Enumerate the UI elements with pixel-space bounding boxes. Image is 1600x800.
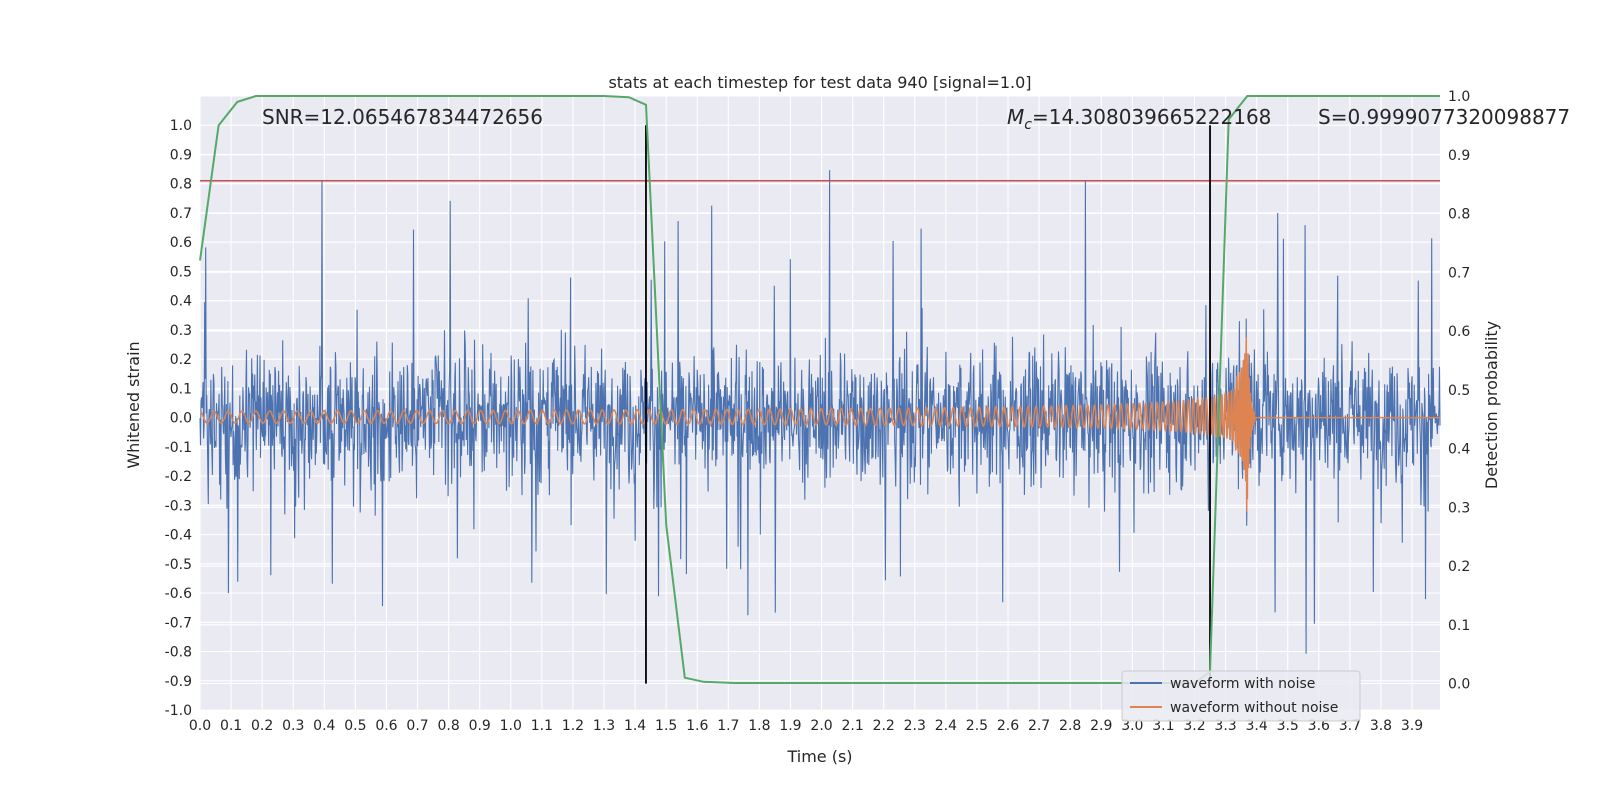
y-tick-label: -0.9 (165, 674, 192, 690)
x-tick-label: 2.6 (997, 718, 1019, 734)
y2-tick-label: 0.1 (1448, 618, 1470, 634)
y-tick-label: -0.4 (165, 528, 192, 544)
y2-tick-label: 0.5 (1448, 383, 1470, 399)
x-tick-label: 0.7 (406, 718, 428, 734)
y-tick-label: 0.3 (170, 323, 192, 339)
x-tick-label: 0.2 (251, 718, 273, 734)
x-tick-label: 0.4 (313, 718, 335, 734)
waveform-with-noise-line (199, 170, 1441, 654)
x-tick-label: 2.1 (841, 718, 863, 734)
y-tick-label: -0.7 (165, 615, 192, 631)
waveform-without-noise-line (199, 336, 1440, 512)
y-tick-label: -1.0 (165, 703, 192, 719)
legend-frame (1121, 670, 1361, 722)
y-tick-label: 0.4 (170, 294, 192, 310)
x-axis-ticks: 0.0 0.1 0.2 0.3 0.4 0.5 0.6 0.7 0.8 0.9 1.0 1.1 1.2 1… (189, 718, 1423, 734)
y-tick-label: -0.3 (165, 498, 192, 514)
x-tick-label: 3.3 (1214, 718, 1236, 734)
y-tick-label: 0.0 (170, 411, 192, 427)
x-tick-label: 3.1 (1152, 718, 1174, 734)
y-tick-label: 0.1 (170, 381, 192, 397)
x-tick-label: 3.2 (1183, 718, 1205, 734)
significance-annotation: S=0.9999077320098877 (1318, 105, 1570, 129)
x-tick-label: 0.6 (375, 718, 397, 734)
x-tick-label: 3.4 (1246, 718, 1268, 734)
y-tick-label: 0.5 (170, 264, 192, 280)
x-tick-label: 2.9 (1090, 718, 1112, 734)
x-tick-label: 0.5 (344, 718, 366, 734)
x-tick-label: 2.7 (1028, 718, 1050, 734)
x-tick-label: 1.0 (500, 718, 522, 734)
y2-tick-label: 0.6 (1448, 324, 1470, 340)
legend-label-noise: waveform with noise (1170, 676, 1315, 692)
x-tick-label: 2.3 (904, 718, 926, 734)
x-tick-label: 0.9 (469, 718, 491, 734)
y-axis-label: Whitened strain (124, 341, 143, 468)
grid (199, 95, 1440, 711)
x-tick-label: 3.7 (1339, 718, 1361, 734)
chart-title: stats at each timestep for test data 940… (608, 73, 1031, 92)
y2-axis-ticks: 0.0 0.1 0.2 0.3 0.4 0.5 0.6 0.7 0.8 0.9 1.0 (1448, 89, 1470, 693)
x-tick-label: 3.9 (1401, 718, 1423, 734)
y-tick-label: 0.6 (170, 235, 192, 251)
y-tick-label: -0.2 (165, 469, 192, 485)
y-tick-label: -0.8 (165, 645, 192, 661)
x-tick-label: 1.2 (562, 718, 584, 734)
y2-tick-label: 0.3 (1448, 500, 1470, 516)
x-tick-label: 2.2 (873, 718, 895, 734)
y-tick-label: 0.2 (170, 352, 192, 368)
x-tick-label: 2.8 (1059, 718, 1081, 734)
y-axis-ticks: -1.0 -0.9 -0.8 -0.7 -0.6 -0.5 -0.4 -0.3 -0.2 -0.1… (165, 118, 192, 719)
y2-tick-label: 0.0 (1448, 677, 1470, 693)
x-tick-label: 1.7 (717, 718, 739, 734)
x-tick-label: 1.1 (531, 718, 553, 734)
x-tick-label: 1.9 (779, 718, 801, 734)
plot-area (199, 95, 1441, 684)
x-tick-label: 0.0 (189, 718, 211, 734)
y2-tick-label: 0.2 (1448, 559, 1470, 575)
x-tick-label: 1.6 (686, 718, 708, 734)
x-tick-label: 1.5 (655, 718, 677, 734)
y-tick-label: 1.0 (170, 118, 192, 134)
x-axis-label: Time (s) (786, 747, 852, 766)
y2-axis-label: Detection probability (1482, 321, 1501, 489)
x-tick-label: 3.8 (1370, 718, 1392, 734)
y-tick-label: -0.1 (165, 440, 192, 456)
x-tick-label: 0.3 (282, 718, 304, 734)
y-tick-label: -0.6 (165, 586, 192, 602)
chirp-mass-annotation: Mc=14.308039665222168 (1007, 105, 1271, 133)
x-tick-label: 0.8 (437, 718, 459, 734)
y2-tick-label: 1.0 (1448, 89, 1470, 105)
y2-tick-label: 0.4 (1448, 442, 1470, 458)
y2-tick-label: 0.9 (1448, 148, 1470, 164)
y-tick-label: 0.8 (170, 177, 192, 193)
x-tick-label: 2.0 (810, 718, 832, 734)
y2-tick-label: 0.8 (1448, 207, 1470, 223)
x-tick-label: 1.4 (624, 718, 646, 734)
y-tick-label: -0.5 (165, 557, 192, 573)
detection-probability-line (199, 95, 1440, 684)
x-tick-label: 3.5 (1277, 718, 1299, 734)
x-tick-label: 3.0 (1121, 718, 1143, 734)
x-tick-label: 2.5 (966, 718, 988, 734)
y-tick-label: 0.9 (170, 147, 192, 163)
x-tick-label: 1.3 (593, 718, 615, 734)
legend: waveform with noise waveform without noi… (1121, 670, 1361, 722)
x-tick-label: 1.8 (748, 718, 770, 734)
x-tick-label: 2.4 (935, 718, 957, 734)
x-tick-label: 3.6 (1308, 718, 1330, 734)
legend-label-clean: waveform without noise (1170, 700, 1338, 716)
y-tick-label: 0.7 (170, 206, 192, 222)
snr-annotation: SNR=12.065467834472656 (262, 105, 543, 129)
x-tick-label: 0.1 (220, 718, 242, 734)
y2-tick-label: 0.7 (1448, 265, 1470, 281)
